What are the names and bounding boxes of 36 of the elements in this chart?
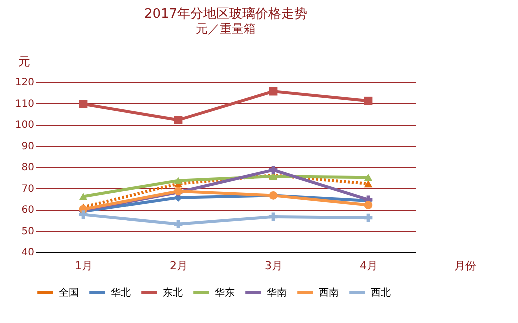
legend-label: 全国 bbox=[59, 286, 79, 299]
legend-label: 西南 bbox=[319, 286, 339, 299]
y-axis-title: 元 bbox=[18, 54, 30, 68]
point bbox=[269, 166, 278, 174]
y-tick-label: 90 bbox=[22, 141, 34, 152]
legend-label: 华南 bbox=[267, 286, 287, 299]
x-axis-title: 月份 bbox=[454, 260, 476, 272]
legend-label: 东北 bbox=[163, 286, 183, 299]
point bbox=[269, 87, 278, 96]
point bbox=[174, 177, 183, 184]
y-tick-label: 80 bbox=[22, 162, 34, 174]
point bbox=[79, 193, 88, 200]
point bbox=[79, 210, 88, 219]
point bbox=[364, 96, 373, 106]
chart-title: 2017年分地区玻璃价格走势 bbox=[144, 7, 308, 22]
point bbox=[174, 116, 183, 124]
legend-label: 西北 bbox=[371, 286, 391, 299]
y-tick-label: 40 bbox=[22, 248, 34, 258]
point bbox=[79, 100, 88, 108]
y-tick-label: 50 bbox=[22, 226, 34, 238]
y-tick-label: 100 bbox=[15, 120, 34, 131]
point bbox=[364, 174, 373, 182]
point bbox=[174, 220, 183, 229]
x-tick-label: 2月 bbox=[170, 260, 188, 272]
x-tick-label: 1月 bbox=[75, 260, 93, 272]
legend-label: 华东 bbox=[215, 286, 235, 299]
legend-label: 华北 bbox=[111, 286, 131, 299]
y-tick-label: 70 bbox=[22, 184, 34, 195]
point bbox=[364, 201, 373, 210]
x-tick-label: 4月 bbox=[360, 260, 378, 272]
point bbox=[364, 180, 373, 188]
chart-subtitle: 元／重量箱 bbox=[196, 22, 256, 36]
y-tick-label: 110 bbox=[15, 98, 34, 110]
y-tick-label: 60 bbox=[22, 205, 34, 216]
y-tick-label: 120 bbox=[15, 78, 34, 88]
x-tick-label: 3月 bbox=[265, 260, 283, 272]
